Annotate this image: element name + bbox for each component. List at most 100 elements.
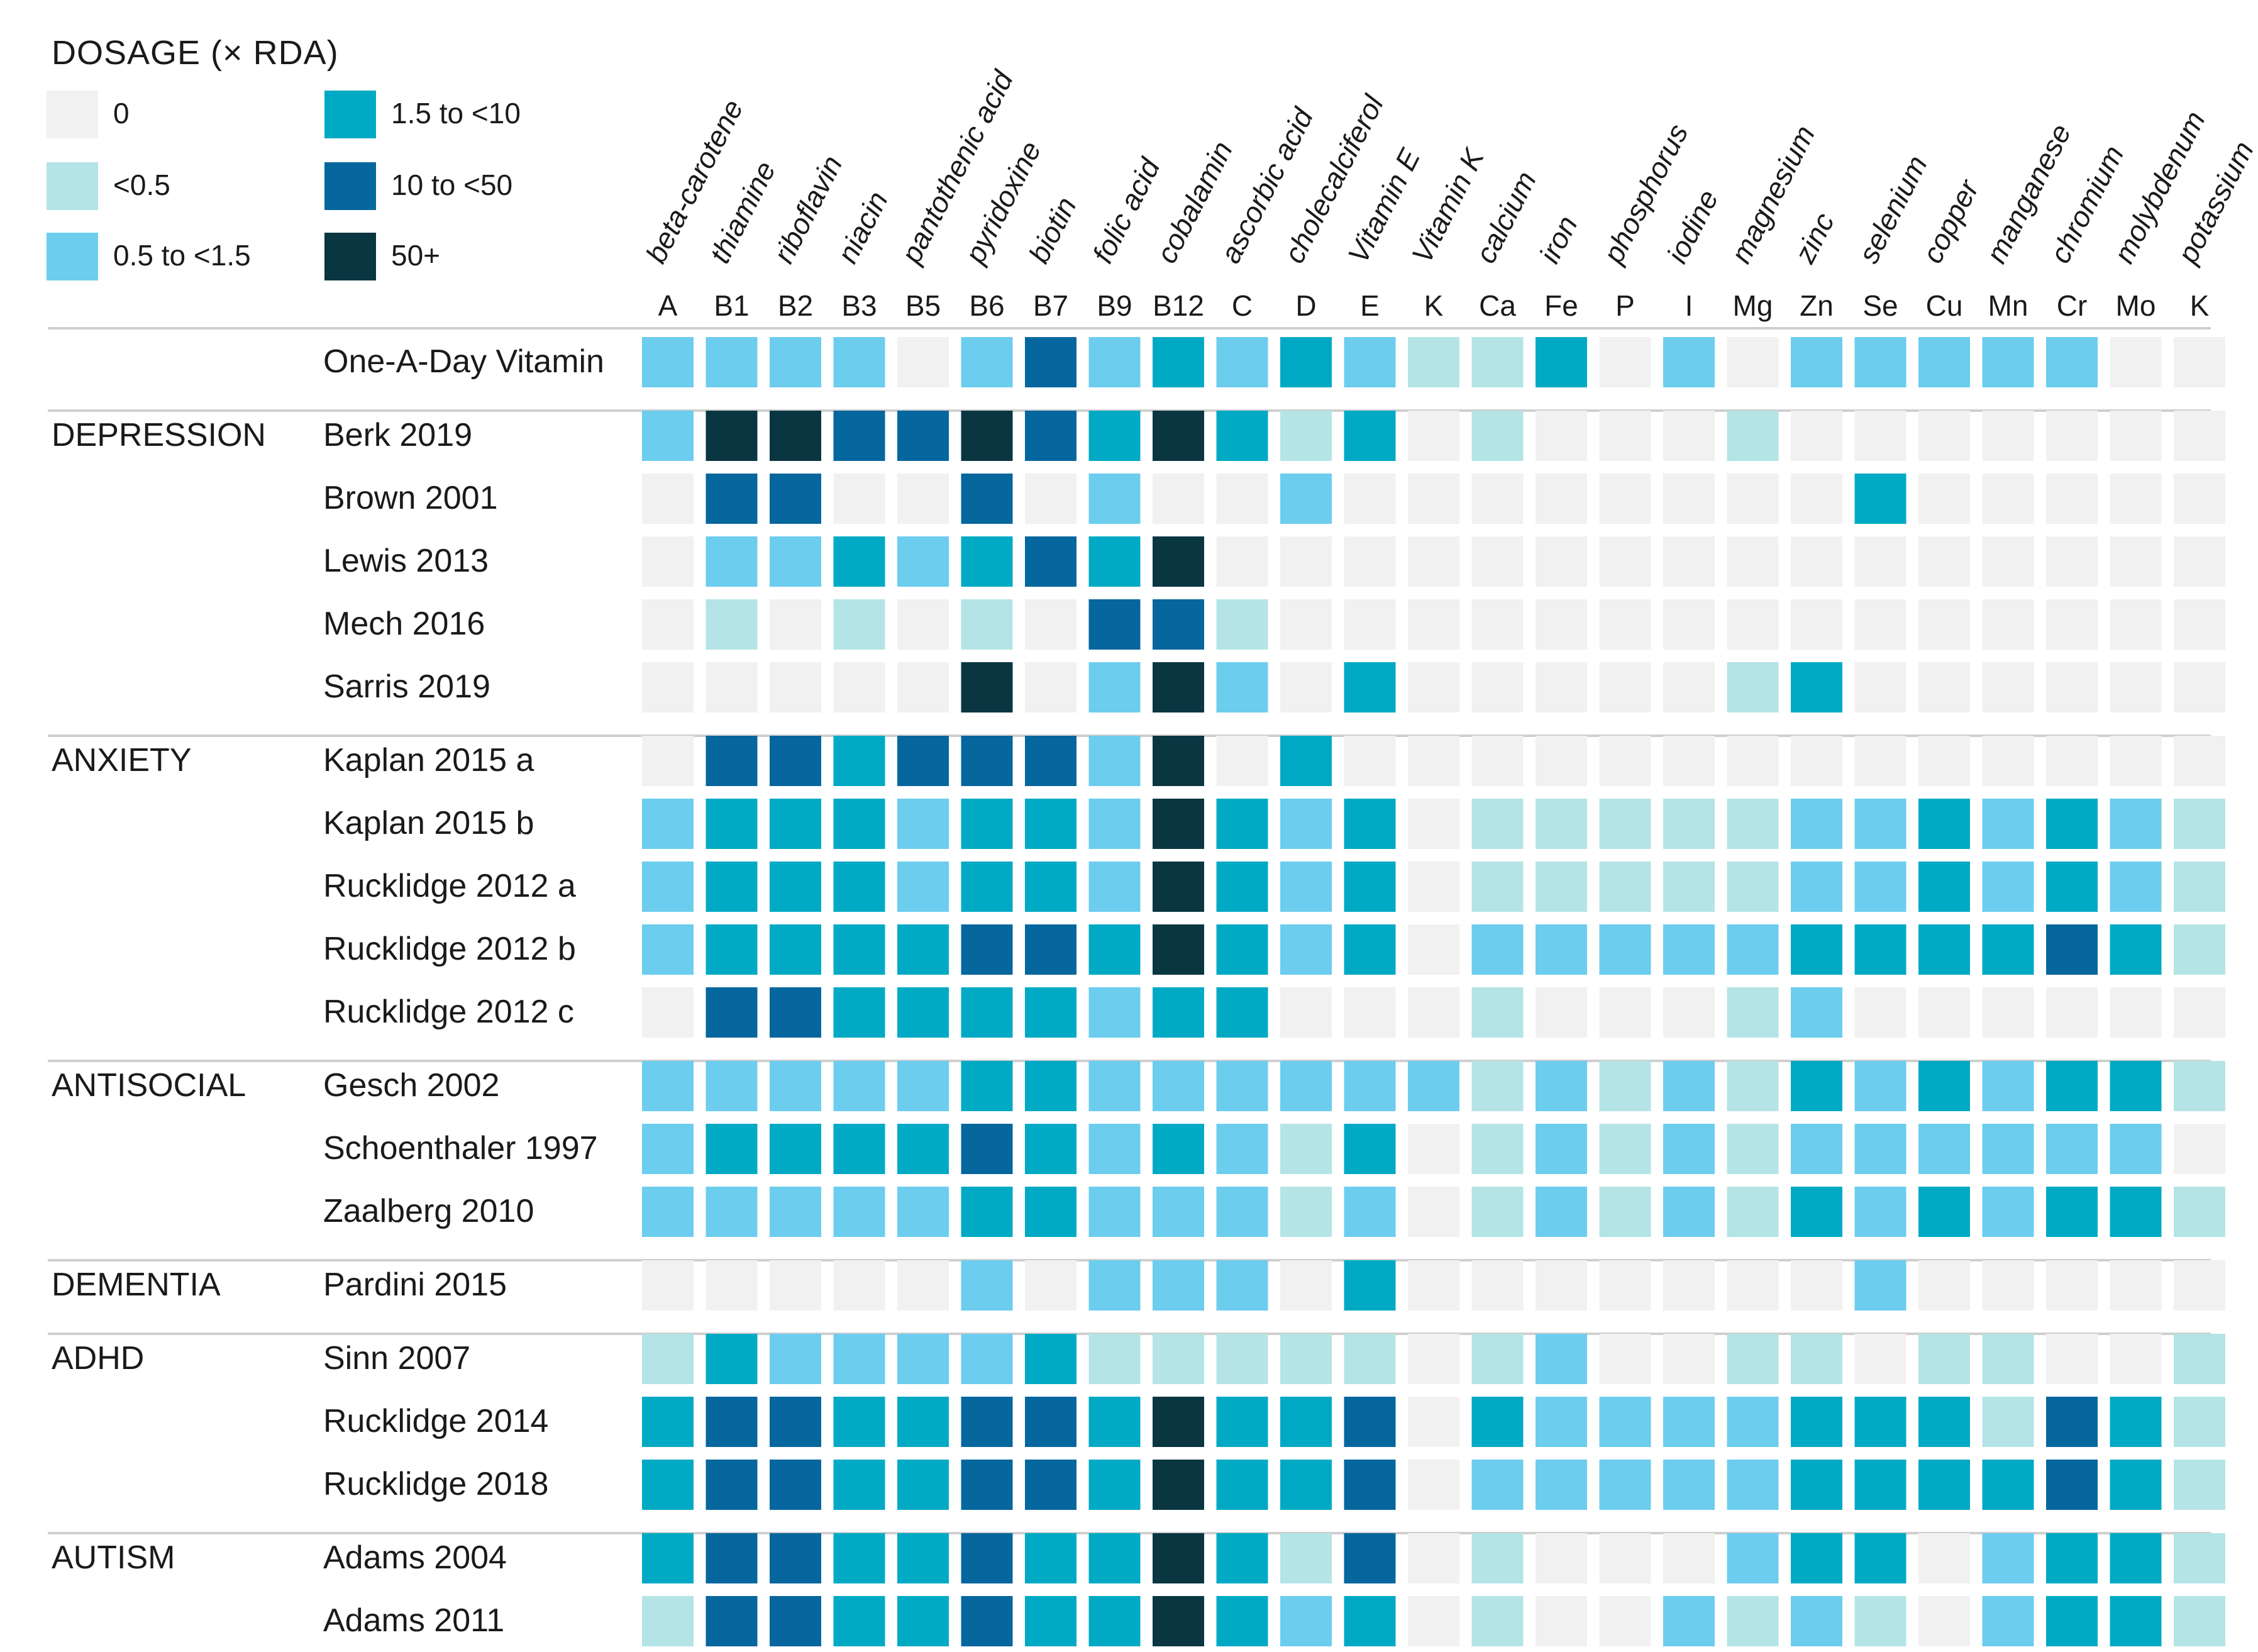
col-abbr-24: K <box>2190 289 2210 322</box>
cell-2-4-13 <box>1471 987 1524 1038</box>
cell-2-3-12 <box>1408 924 1459 975</box>
cell-4-0-14 <box>1536 1260 1587 1311</box>
cell-1-3-14 <box>1536 599 1587 650</box>
cell-2-1-11 <box>1344 799 1396 849</box>
cell-6-0-1 <box>706 1533 758 1583</box>
cell-4-0-23 <box>2110 1260 2162 1311</box>
cell-3-0-0 <box>642 1061 694 1111</box>
cell-5-0-8 <box>1153 1334 1204 1384</box>
cell-2-1-16 <box>1663 799 1715 849</box>
cell-6-1-0 <box>642 1596 694 1646</box>
cell-1-0-3 <box>833 411 885 461</box>
cell-5-1-1 <box>706 1397 758 1447</box>
cell-3-2-16 <box>1663 1187 1715 1237</box>
cell-1-2-9 <box>1216 536 1268 587</box>
cell-5-2-2 <box>770 1460 821 1510</box>
cell-1-4-1 <box>706 662 758 712</box>
cell-3-0-5 <box>961 1061 1013 1111</box>
col-abbr-3: B3 <box>841 289 877 322</box>
cell-1-2-20 <box>1918 536 1970 587</box>
cell-2-1-3 <box>833 799 885 849</box>
cell-3-0-24 <box>2174 1061 2225 1111</box>
cell-2-0-14 <box>1536 736 1587 786</box>
cell-1-4-3 <box>833 662 885 712</box>
cell-2-2-10 <box>1280 862 1332 912</box>
cell-1-0-15 <box>1599 411 1651 461</box>
cell-2-4-18 <box>1791 987 1842 1038</box>
cell-2-1-23 <box>2110 799 2162 849</box>
cell-1-3-20 <box>1918 599 1970 650</box>
cell-3-1-11 <box>1344 1124 1396 1174</box>
cell-1-2-11 <box>1344 536 1396 587</box>
cell-2-1-13 <box>1471 799 1524 849</box>
cell-3-2-8 <box>1153 1187 1204 1237</box>
cell-1-0-18 <box>1791 411 1842 461</box>
cell-1-1-5 <box>961 474 1013 524</box>
cell-2-0-11 <box>1344 736 1396 786</box>
col-name-18: zinc <box>1788 208 1840 269</box>
cell-3-2-24 <box>2174 1187 2225 1237</box>
cell-1-2-4 <box>897 536 949 587</box>
row-label-3-0: Gesch 2002 <box>323 1067 499 1104</box>
cell-0-0-2 <box>770 337 821 387</box>
group-label-5: ADHD <box>52 1340 144 1377</box>
cell-2-0-3 <box>833 736 885 786</box>
cell-1-1-7 <box>1088 474 1141 524</box>
cell-0-0-3 <box>833 337 885 387</box>
cell-1-2-12 <box>1408 536 1459 587</box>
cell-2-2-0 <box>642 862 694 912</box>
cell-6-0-7 <box>1088 1533 1141 1583</box>
cell-2-0-2 <box>770 736 821 786</box>
cell-5-1-4 <box>897 1397 949 1447</box>
cell-3-0-7 <box>1088 1061 1141 1111</box>
cell-2-1-2 <box>770 799 821 849</box>
cell-6-0-15 <box>1599 1533 1651 1583</box>
cell-5-1-6 <box>1025 1397 1076 1447</box>
col-abbr-10: D <box>1295 289 1316 322</box>
cell-2-1-24 <box>2174 799 2225 849</box>
cell-2-1-12 <box>1408 799 1459 849</box>
col-abbr-5: B6 <box>969 289 1004 322</box>
cell-1-2-22 <box>2046 536 2098 587</box>
cell-5-1-0 <box>642 1397 694 1447</box>
cell-5-1-18 <box>1791 1397 1842 1447</box>
cell-2-3-11 <box>1344 924 1396 975</box>
cell-2-2-24 <box>2174 862 2225 912</box>
cell-5-0-2 <box>770 1334 821 1384</box>
cell-3-0-6 <box>1025 1061 1076 1111</box>
row-label-1-0: Berk 2019 <box>323 417 472 453</box>
cell-1-4-7 <box>1088 662 1141 712</box>
cell-2-1-17 <box>1727 799 1779 849</box>
cell-6-0-3 <box>833 1533 885 1583</box>
row-label-5-2: Rucklidge 2018 <box>323 1466 548 1502</box>
cell-1-3-16 <box>1663 599 1715 650</box>
cell-2-4-1 <box>706 987 758 1038</box>
cell-3-1-6 <box>1025 1124 1076 1174</box>
cell-2-1-9 <box>1216 799 1268 849</box>
cell-3-2-13 <box>1471 1187 1524 1237</box>
cell-1-0-6 <box>1025 411 1076 461</box>
cell-2-1-1 <box>706 799 758 849</box>
cell-5-1-8 <box>1153 1397 1204 1447</box>
cell-1-1-8 <box>1153 474 1204 524</box>
cell-1-0-17 <box>1727 411 1779 461</box>
cell-5-2-14 <box>1536 1460 1587 1510</box>
cell-3-2-14 <box>1536 1187 1587 1237</box>
cell-2-4-17 <box>1727 987 1779 1038</box>
cell-3-0-4 <box>897 1061 949 1111</box>
col-abbr-13: Ca <box>1479 289 1516 322</box>
cell-5-2-16 <box>1663 1460 1715 1510</box>
cell-3-2-20 <box>1918 1187 1970 1237</box>
col-name-14: iron <box>1533 211 1584 269</box>
cell-1-4-17 <box>1727 662 1779 712</box>
cell-5-1-19 <box>1854 1397 1907 1447</box>
cell-1-2-18 <box>1791 536 1842 587</box>
cell-3-1-24 <box>2174 1124 2225 1174</box>
cell-6-1-24 <box>2174 1596 2225 1646</box>
cell-2-1-20 <box>1918 799 1970 849</box>
legend-label-2: 0.5 to <1.5 <box>113 239 251 272</box>
cell-1-4-5 <box>961 662 1013 712</box>
cell-2-1-5 <box>961 799 1013 849</box>
cell-4-0-3 <box>833 1260 885 1311</box>
cell-1-1-16 <box>1663 474 1715 524</box>
